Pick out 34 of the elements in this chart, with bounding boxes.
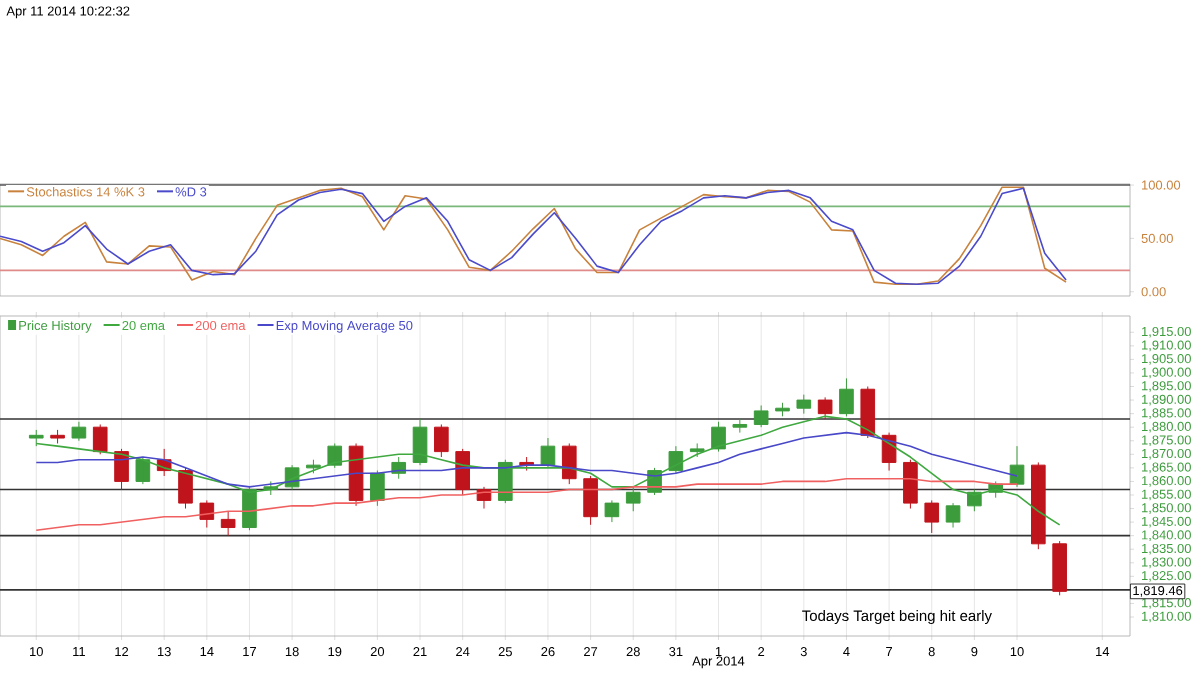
candlestick: [689, 442, 705, 458]
candlestick: [753, 404, 769, 428]
candlestick: [732, 418, 748, 434]
candlestick: [220, 510, 236, 537]
candlestick: [540, 437, 556, 469]
candlestick: [306, 459, 321, 474]
candlestick: [625, 486, 641, 512]
candlestick: [1031, 461, 1046, 550]
candlestick: [434, 423, 449, 458]
candlestick: [561, 442, 577, 485]
candlestick: [92, 423, 108, 455]
candlestick: [50, 429, 65, 444]
candlestick: [199, 499, 215, 529]
candlestick: [1052, 540, 1067, 596]
candlestick: [945, 502, 961, 529]
candlestick: [817, 396, 833, 420]
candlestick: [604, 499, 620, 523]
candlestick: [348, 442, 364, 507]
candlestick: [711, 421, 726, 453]
candlestick: [135, 456, 151, 485]
candlestick: [71, 421, 87, 442]
candlestick: [860, 386, 876, 439]
candlestick: [903, 459, 918, 510]
candlestick: [668, 445, 684, 474]
candlestick: [796, 394, 812, 415]
candlestick: [455, 448, 470, 496]
candlestick: [775, 402, 790, 417]
candlestick: [370, 470, 385, 507]
candlestick: [1009, 445, 1025, 488]
candlestick: [178, 467, 193, 510]
candlestick: [327, 442, 343, 469]
candlestick: [924, 499, 940, 534]
candlestick: [391, 456, 407, 480]
candlestick: [583, 475, 598, 526]
